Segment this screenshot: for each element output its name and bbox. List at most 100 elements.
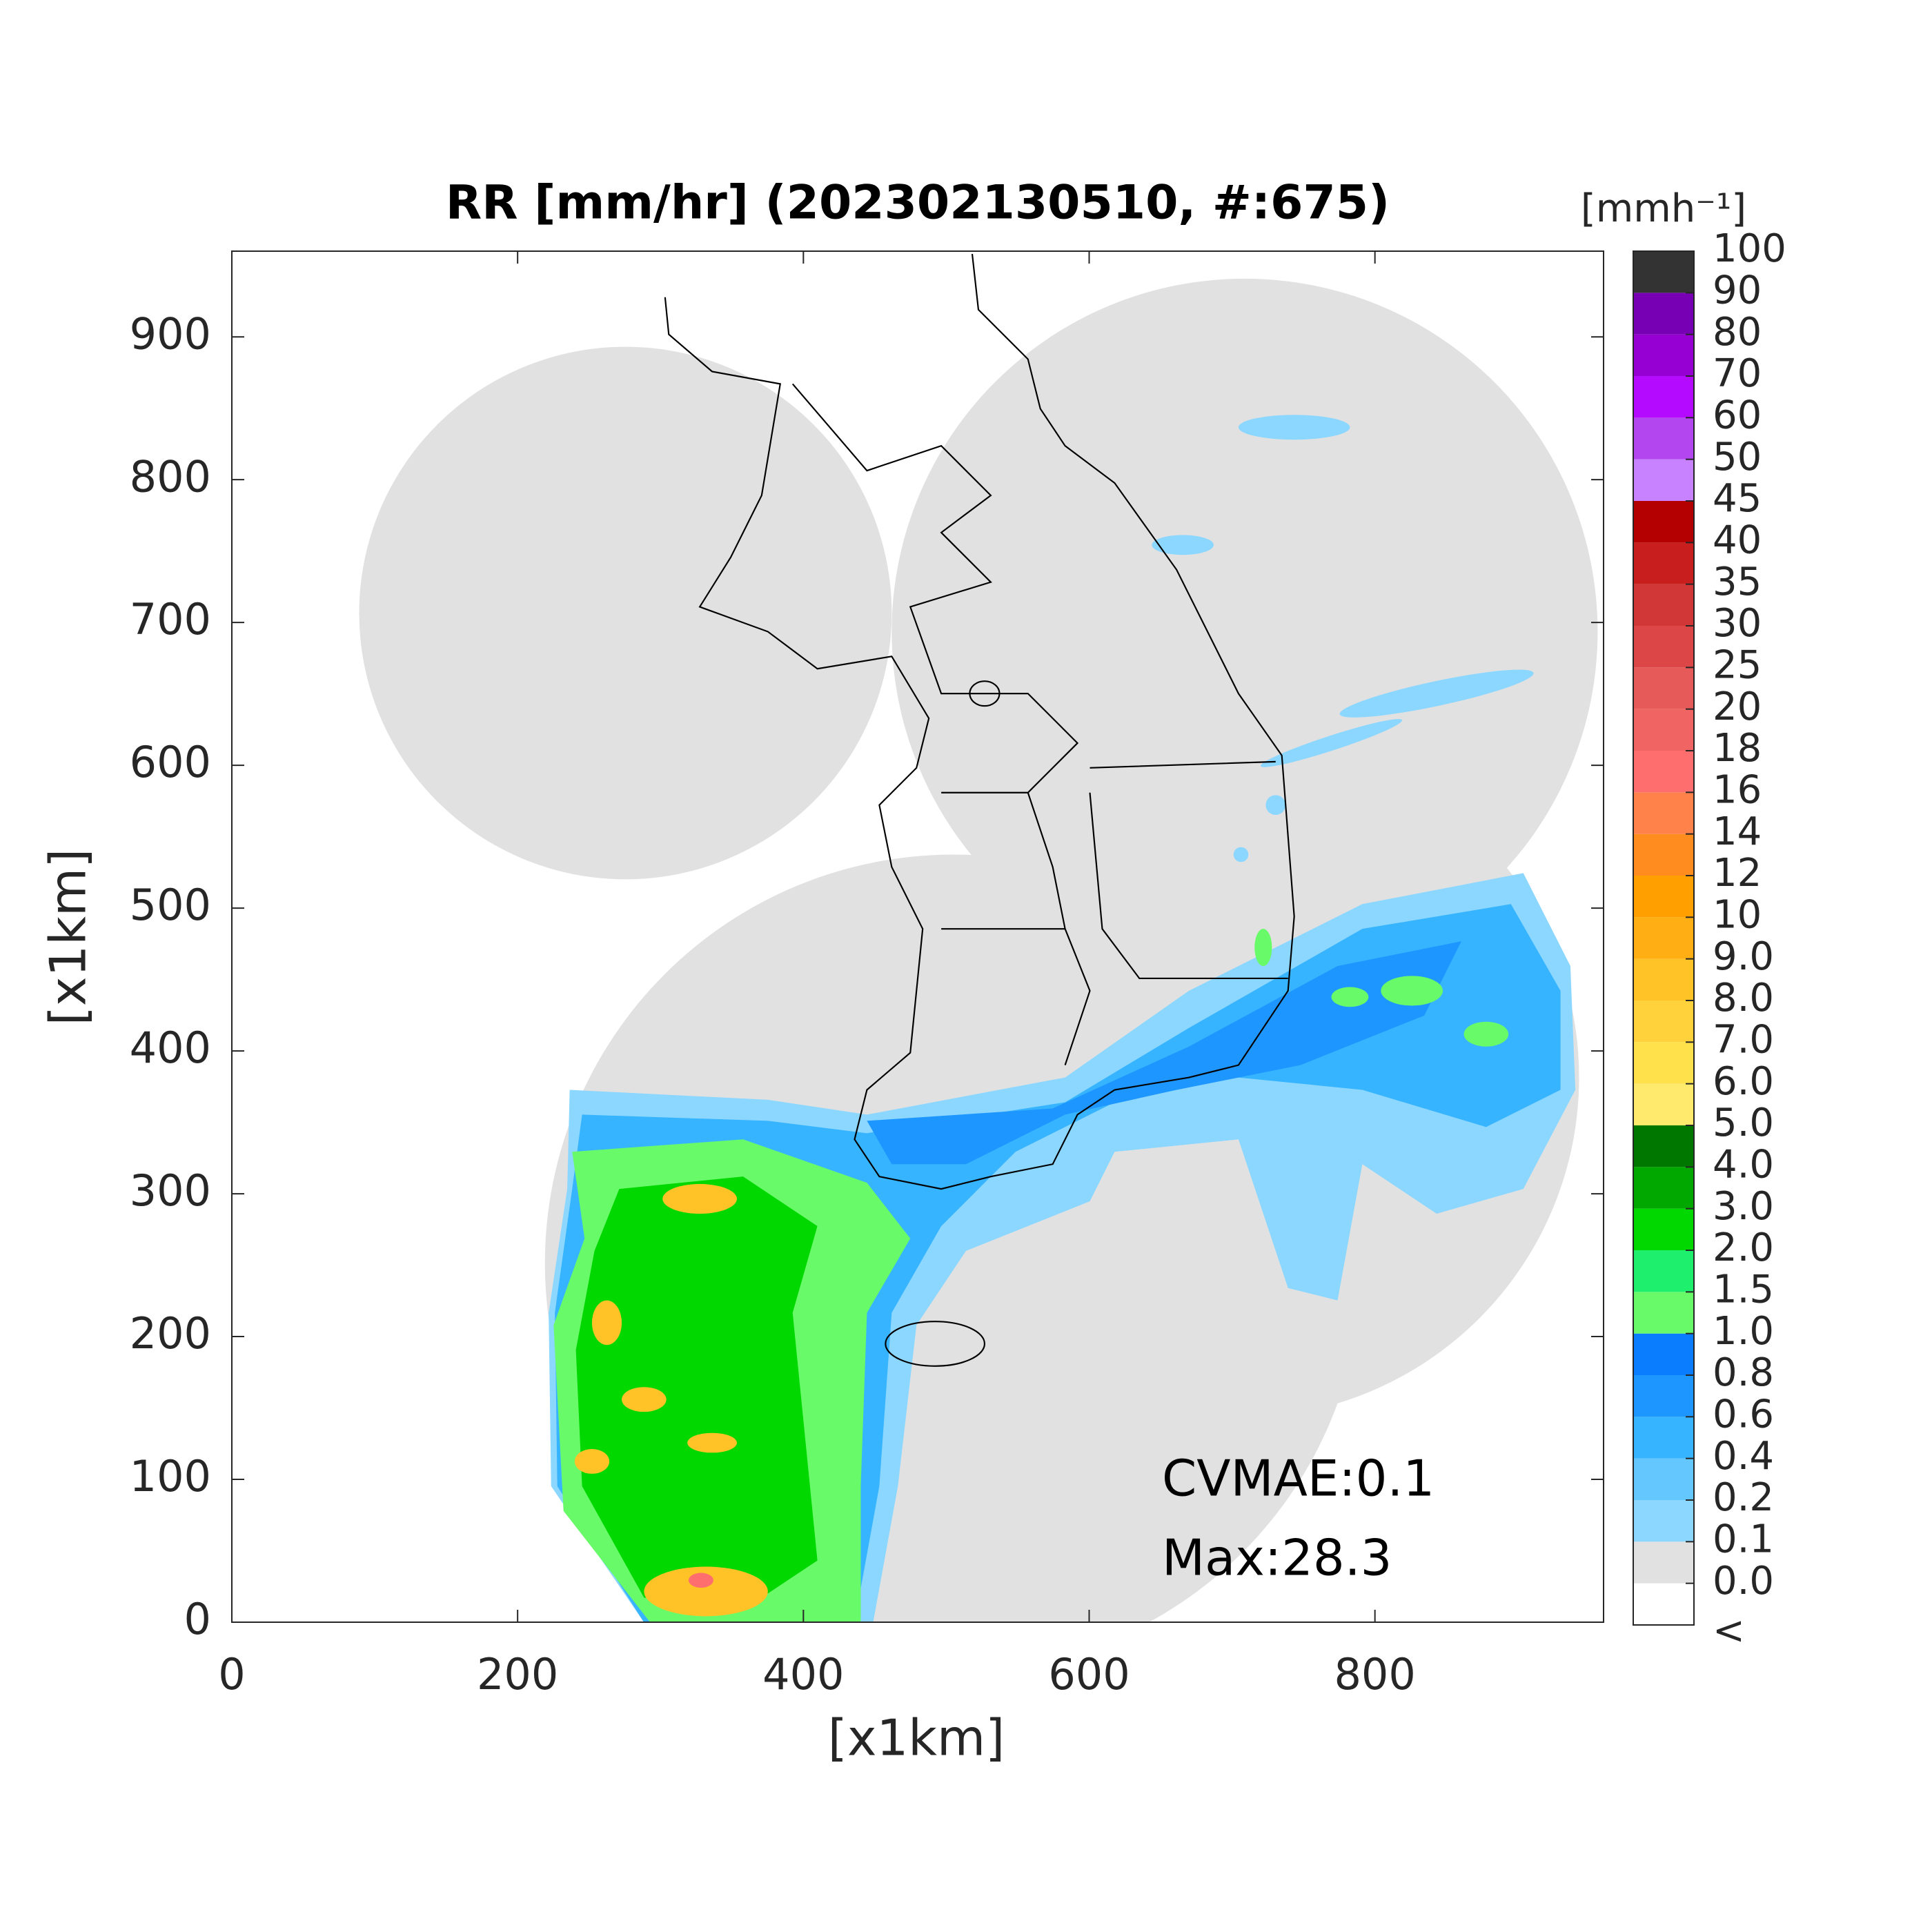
x-tick-label: 400 (762, 1649, 844, 1699)
rain-band (867, 941, 1461, 1165)
rain-cell (574, 1449, 610, 1474)
rain-field (549, 415, 1576, 1622)
colorbar-tick-label: 25 (1713, 642, 1762, 687)
y-tick-label: 600 (130, 737, 211, 787)
colorbar-tick-label: 12 (1713, 851, 1762, 896)
rain-cell (1261, 719, 1402, 767)
colorbar-swatch (1633, 1375, 1694, 1417)
colorbar-swatch (1633, 1250, 1694, 1292)
colorbar-tick-label: 0.6 (1713, 1392, 1774, 1437)
colorbar-tick-label: 0.4 (1713, 1434, 1774, 1479)
colorbar-tick-label: 16 (1713, 767, 1762, 812)
rain-cell (1381, 976, 1443, 1006)
rain-cell (688, 1573, 713, 1588)
colorbar-swatch (1633, 917, 1694, 959)
x-tick-label: 800 (1334, 1649, 1415, 1699)
x-axis-label: [x1km] (828, 1709, 1005, 1767)
colorbar-tick-label: 8.0 (1713, 976, 1774, 1021)
colorbar-tick-label: 7.0 (1713, 1017, 1774, 1062)
colorbar-label: [mmh⁻¹] (1581, 186, 1746, 231)
colorbar-swatch (1633, 1125, 1694, 1167)
y-tick-label: 700 (130, 594, 211, 644)
colorbar-tick-label: 4.0 (1713, 1142, 1774, 1187)
colorbar-swatch (1633, 1583, 1694, 1625)
annotation: CVMAE:0.1 (1162, 1450, 1435, 1508)
map-layer (359, 253, 1598, 1622)
colorbar-tick-label: 90 (1713, 268, 1762, 313)
chart-title: RR [mm/hr] (202302130510, #:675) (446, 176, 1390, 230)
colorbar-swatch (1633, 584, 1694, 626)
x-tick-label: 0 (218, 1649, 245, 1699)
colorbar-swatch (1633, 792, 1694, 834)
y-tick-label: 800 (130, 451, 211, 502)
rain-cell (687, 1432, 737, 1453)
colorbar-swatch (1633, 376, 1694, 418)
colorbar-tick-label: 10 (1713, 892, 1762, 937)
colorbar-swatch (1633, 417, 1694, 460)
colorbar-tick-label: 1.5 (1713, 1267, 1774, 1312)
rain-cell (1265, 795, 1286, 816)
plot-frame (231, 250, 1604, 1623)
y-tick-label: 500 (130, 880, 211, 930)
colorbar-tick-label: 18 (1713, 726, 1762, 771)
rain-cell (1233, 847, 1249, 862)
colorbar-frame (1633, 250, 1695, 1626)
colorbar-swatch (1633, 1042, 1694, 1084)
colorbar-tick-label: 0.2 (1713, 1475, 1774, 1520)
rain-cell (1339, 669, 1534, 718)
colorbar-swatch (1633, 958, 1694, 1000)
colorbar-tick-label: 3.0 (1713, 1184, 1774, 1229)
colorbar-swatch (1633, 1417, 1694, 1459)
province-border (791, 383, 1288, 1065)
colorbar-swatch (1633, 293, 1694, 335)
rain-north (1152, 415, 1534, 862)
colorbar-swatch (1633, 626, 1694, 668)
colorbar-tick-label: 70 (1713, 351, 1762, 396)
y-tick-label: 0 (184, 1594, 211, 1644)
colorbar-swatch (1633, 1292, 1694, 1334)
rain-heavy (574, 1183, 768, 1617)
rain-cell (1238, 415, 1350, 440)
y-tick-label: 300 (130, 1165, 211, 1216)
colorbar-tick-label: 5.0 (1713, 1101, 1774, 1145)
colorbar-tick-label: 6.0 (1713, 1059, 1774, 1104)
rain-cell (644, 1566, 768, 1617)
map-area (359, 253, 1598, 1622)
colorbar-swatch (1633, 501, 1694, 543)
colorbar-tick-label: 35 (1713, 560, 1762, 604)
colorbar-swatch (1633, 251, 1694, 293)
y-tick-label: 900 (130, 308, 211, 359)
rain-green-dark (575, 1176, 818, 1610)
rain-cell (1152, 535, 1214, 555)
city-border (969, 680, 1000, 707)
colorbar-swatch (1633, 1458, 1694, 1500)
colorbar-tick-label: 2.0 (1713, 1225, 1774, 1270)
y-tick-label: 200 (130, 1308, 211, 1359)
colorbar-swatch (1633, 1333, 1694, 1375)
colorbar-tick-label: 1.0 (1713, 1309, 1774, 1354)
y-tick-label: 100 (130, 1451, 211, 1501)
rain-cell (622, 1387, 667, 1412)
rain-cell (1463, 1021, 1509, 1047)
colorbar-swatch (1633, 1500, 1694, 1542)
colorbar-tick-label: 45 (1713, 476, 1762, 521)
coastline (664, 253, 1295, 1367)
colorbar-tick-label: 40 (1713, 518, 1762, 562)
colorbar-tick-label: 30 (1713, 601, 1762, 646)
colorbar-swatch (1633, 876, 1694, 918)
colorbar-tick-label: 0.0 (1713, 1559, 1774, 1604)
colorbar-tick-label: 0.8 (1713, 1350, 1774, 1395)
colorbar-swatch (1633, 709, 1694, 751)
colorbar-swatch (1633, 667, 1694, 709)
colorbar-swatch (1633, 1083, 1694, 1125)
colorbar-tick-label: 100 (1713, 226, 1786, 271)
colorbar-swatch (1633, 542, 1694, 584)
annotation: Max:28.3 (1162, 1529, 1392, 1587)
coverage (359, 346, 892, 880)
rain-east (1254, 929, 1509, 1047)
colorbar-swatch (1633, 751, 1694, 793)
colorbar-swatch (1633, 1541, 1694, 1584)
colorbar-swatch (1633, 459, 1694, 501)
colorbar-tick-label: < (1713, 1608, 1745, 1653)
